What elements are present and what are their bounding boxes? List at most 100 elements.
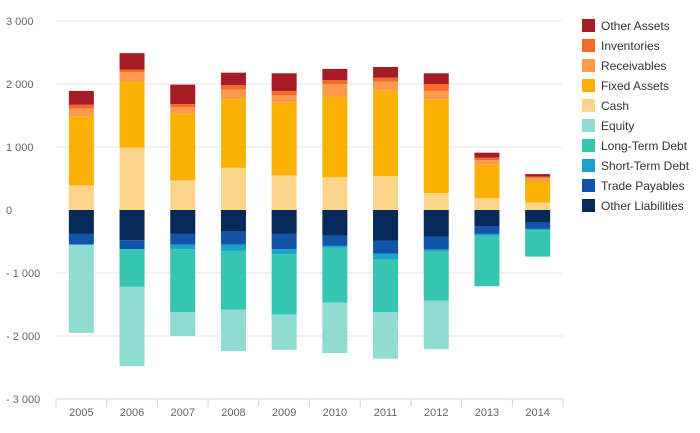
bar-cash-2011	[373, 175, 399, 210]
x-axis	[55, 398, 564, 407]
bar-inventories-2012	[423, 84, 449, 91]
legend-item-short-term-debt[interactable]: Short-Term Debt	[582, 159, 690, 173]
legend-label: Fixed Assets	[601, 79, 669, 93]
legend-item-other-assets[interactable]: Other Assets	[582, 19, 670, 33]
bar-inventories-2006	[119, 69, 145, 73]
bar-inventories-2011	[373, 77, 399, 82]
bar-fixed-assets-2009	[271, 102, 297, 176]
y-tick-label: - 2 000	[6, 331, 40, 343]
bar-fixed-assets-2011	[373, 90, 399, 176]
bar-equity-2012	[423, 300, 449, 350]
y-tick-label: 0	[6, 205, 12, 217]
bar-long-term-debt-2012	[423, 250, 449, 301]
bar-trade-payables-2011	[373, 240, 399, 254]
bar-long-term-debt-2010	[322, 247, 348, 303]
legend-label: Cash	[601, 99, 629, 113]
legend-item-fixed-assets[interactable]: Fixed Assets	[582, 79, 669, 93]
bar-long-term-debt-2009	[271, 254, 297, 315]
bar-short-term-debt-2012	[423, 249, 449, 251]
x-tick-label: 2005	[69, 407, 93, 419]
legend-label: Equity	[601, 119, 634, 133]
bar-long-term-debt-2013	[474, 235, 500, 287]
y-axis-ticks: - 3 000 - 2 000 - 1 000 0 1 000 2 000 3 000	[6, 16, 40, 406]
y-tick-label: - 3 000	[6, 394, 40, 406]
x-tick-label: 2007	[171, 407, 195, 419]
y-tick-label: 1 000	[6, 142, 34, 154]
legend-item-trade-payables[interactable]: Trade Payables	[582, 179, 685, 193]
bar-trade-payables-2007	[170, 233, 196, 245]
bar-other-liabilities-2011	[373, 210, 399, 241]
bar-other-assets-2005	[68, 90, 94, 105]
bar-fixed-assets-2005	[68, 116, 94, 186]
bar-other-assets-2010	[322, 68, 348, 81]
legend-label: Trade Payables	[601, 179, 685, 193]
legend-swatch	[582, 79, 595, 92]
legend-swatch	[582, 119, 595, 132]
legend-swatch	[582, 199, 595, 212]
legend-item-cash[interactable]: Cash	[582, 99, 629, 113]
bar-other-liabilities-2006	[119, 210, 145, 241]
bar-long-term-debt-2007	[170, 249, 196, 313]
bar-cash-2009	[271, 175, 297, 210]
bar-inventories-2014	[525, 176, 551, 178]
bar-receivables-2008	[220, 89, 246, 100]
y-tick-label: - 1 000	[6, 268, 40, 280]
bar-cash-2007	[170, 180, 196, 210]
bar-equity-2011	[373, 312, 399, 359]
x-tick-label: 2008	[221, 407, 245, 419]
x-axis-ticks: 2005 2006 2007 2008 2009 2010 2011 2012 2013 2014	[69, 407, 550, 419]
bar-receivables-2011	[373, 81, 399, 91]
bar-receivables-2006	[119, 72, 145, 82]
bar-short-term-debt-2008	[220, 244, 246, 251]
legend: Other Assets Inventories Receivables Fixed …	[582, 19, 690, 213]
bar-short-term-debt-2013	[474, 233, 500, 236]
legend-item-inventories[interactable]: Inventories	[582, 39, 660, 53]
bar-inventories-2009	[271, 90, 297, 96]
bar-fixed-assets-2013	[474, 164, 500, 199]
legend-label: Other Assets	[601, 19, 670, 33]
bar-fixed-assets-2006	[119, 81, 145, 148]
bar-receivables-2014	[525, 177, 551, 182]
bar-inventories-2010	[322, 80, 348, 84]
bars	[68, 53, 551, 367]
bar-short-term-debt-2014	[525, 228, 551, 231]
legend-item-receivables[interactable]: Receivables	[582, 59, 666, 73]
bar-long-term-debt-2011	[373, 259, 399, 313]
bar-fixed-assets-2012	[423, 99, 449, 193]
legend-swatch	[582, 159, 595, 172]
bar-equity-2009	[271, 314, 297, 350]
bar-long-term-debt-2006	[119, 249, 145, 287]
bar-receivables-2012	[423, 90, 449, 100]
legend-item-equity[interactable]: Equity	[582, 119, 634, 133]
bar-receivables-2009	[271, 95, 297, 103]
legend-label: Receivables	[601, 59, 666, 73]
bar-receivables-2013	[474, 160, 500, 165]
legend-swatch	[582, 59, 595, 72]
bar-other-assets-2009	[271, 73, 297, 91]
x-tick-label: 2013	[475, 407, 499, 419]
y-tick-label: 3 000	[6, 16, 34, 28]
bar-other-assets-2006	[119, 53, 145, 70]
bar-other-assets-2014	[525, 174, 551, 177]
bar-inventories-2005	[68, 104, 94, 109]
bar-equity-2008	[220, 309, 246, 352]
bar-equity-2005	[68, 244, 94, 333]
legend-item-long-term-debt[interactable]: Long-Term Debt	[582, 139, 688, 153]
bar-trade-payables-2010	[322, 235, 348, 246]
legend-label: Long-Term Debt	[601, 139, 688, 153]
bar-inventories-2007	[170, 104, 196, 108]
bar-other-assets-2011	[373, 66, 399, 78]
bar-other-assets-2008	[220, 72, 246, 86]
bar-long-term-debt-2008	[220, 250, 246, 310]
bar-short-term-debt-2009	[271, 249, 297, 255]
bar-short-term-debt-2010	[322, 245, 348, 248]
legend-item-other-liabilities[interactable]: Other Liabilities	[582, 199, 684, 213]
x-tick-label: 2011	[374, 407, 398, 419]
bar-cash-2013	[474, 198, 500, 210]
bar-other-liabilities-2014	[525, 210, 551, 223]
bar-cash-2014	[525, 202, 551, 210]
bar-other-assets-2012	[423, 73, 449, 84]
bar-cash-2010	[322, 177, 348, 210]
